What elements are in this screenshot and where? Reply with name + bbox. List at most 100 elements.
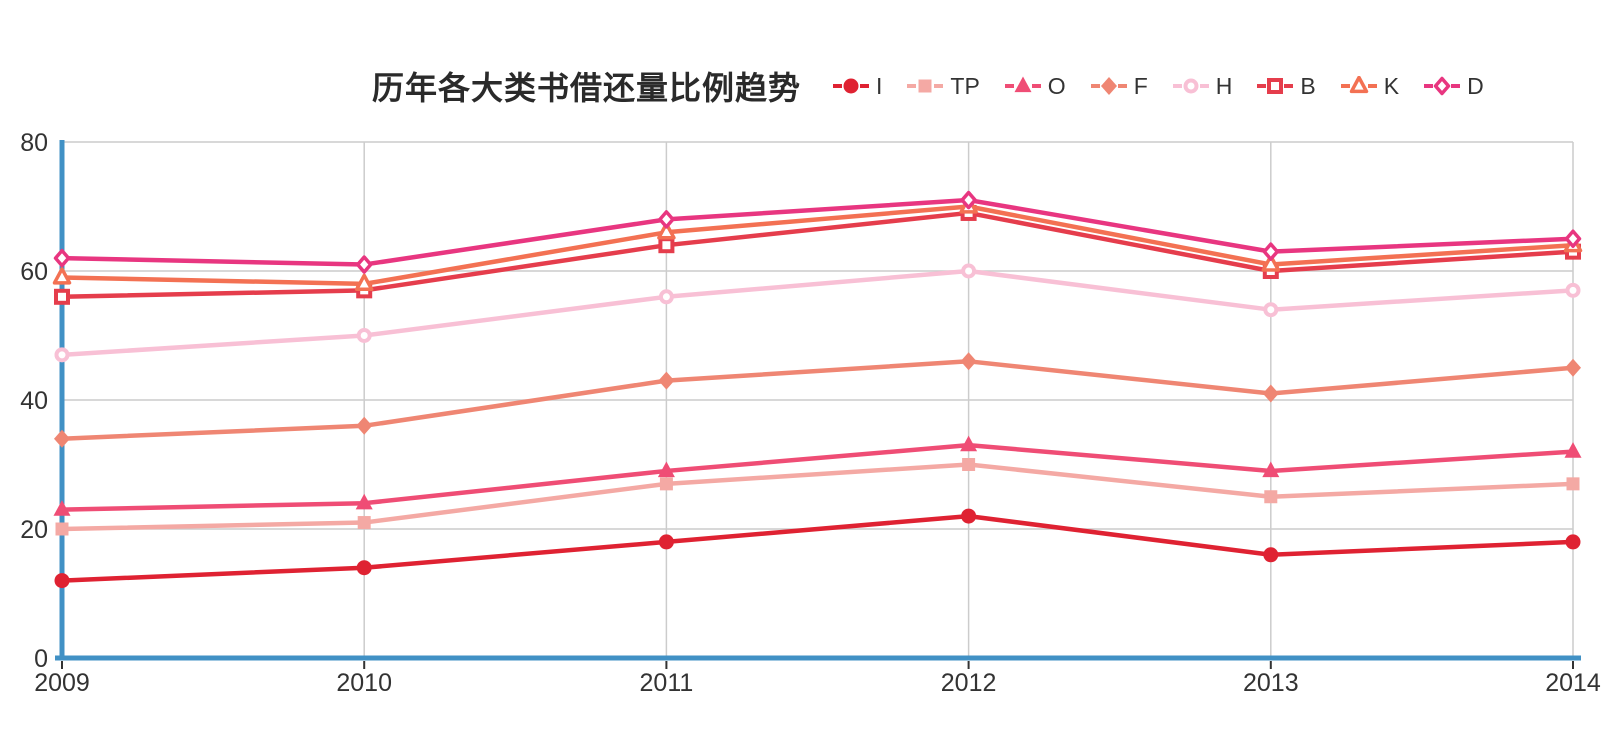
data-point-marker: [1349, 76, 1368, 94]
legend-label: TP: [950, 72, 980, 99]
data-point-marker: [55, 522, 69, 536]
data-point-marker: [658, 534, 674, 550]
data-point-marker: [1263, 547, 1279, 563]
data-point-marker: [354, 273, 374, 292]
data-point-marker: [1564, 229, 1582, 248]
data-point-marker: [657, 461, 675, 478]
data-point-marker: [960, 190, 977, 210]
x-axis-tick-label: 2012: [941, 669, 997, 697]
data-point-marker: [356, 560, 372, 576]
legend: I TP O F H B K D: [833, 73, 1484, 100]
series-line-H: [59, 268, 1576, 358]
y-axis-tick-label: 60: [20, 258, 48, 286]
data-point-marker: [961, 508, 977, 524]
legend-item-K[interactable]: K: [1340, 72, 1400, 100]
legend-circle-icon: [1172, 78, 1209, 94]
data-point-marker: [54, 347, 70, 363]
data-point-marker: [918, 79, 932, 93]
x-axis-tick-label: 2014: [1545, 669, 1601, 697]
series-D: [53, 190, 1582, 274]
series-TP: [55, 458, 1580, 536]
data-point-marker: [52, 267, 72, 285]
data-point-marker: [355, 493, 373, 510]
data-point-marker: [54, 288, 70, 305]
data-point-marker: [658, 289, 674, 305]
legend-label: K: [1383, 72, 1400, 99]
series-F: [54, 352, 1581, 448]
series-I: [54, 508, 1581, 589]
data-point-marker: [659, 477, 673, 491]
data-point-marker: [1264, 490, 1278, 504]
data-point-marker: [54, 573, 70, 589]
legend-label: F: [1133, 72, 1148, 99]
data-point-marker: [357, 516, 371, 530]
x-axis-tick-label: 2009: [34, 669, 90, 697]
series-line-TP: [59, 462, 1576, 532]
legend-diamond-icon: [1090, 77, 1127, 95]
x-axis-tick-label: 2011: [640, 669, 694, 697]
legend-label: I: [876, 72, 883, 99]
legend-item-F[interactable]: F: [1090, 72, 1148, 100]
legend-square-icon: [1257, 78, 1294, 94]
axis-labels: 0 20 40 60 80 2009 2010 2011 2012 2013 2014: [20, 129, 1601, 697]
series-line-I: [59, 513, 1576, 583]
data-point-marker: [1433, 76, 1451, 96]
data-point-marker: [1263, 302, 1279, 318]
data-point-marker: [960, 435, 978, 452]
legend-item-D[interactable]: D: [1424, 73, 1484, 100]
chart-header: 历年各大类书借还量比例趋势 I TP O F H B K D: [372, 64, 1598, 108]
data-point-marker: [1267, 78, 1284, 94]
data-point-marker: [53, 248, 71, 268]
legend-item-I[interactable]: I: [833, 73, 882, 100]
data-point-marker: [658, 371, 675, 390]
data-point-marker: [1183, 78, 1199, 94]
series-line-B: [59, 210, 1576, 300]
legend-diamond-icon: [1424, 76, 1461, 96]
legend-item-O[interactable]: O: [1004, 72, 1066, 100]
data-point-marker: [1565, 534, 1581, 550]
y-axis-tick-label: 80: [20, 129, 48, 157]
data-point-marker: [1100, 77, 1117, 95]
data-point-marker: [1261, 254, 1281, 272]
legend-triangle-icon: [1004, 76, 1041, 93]
data-point-marker: [1262, 461, 1280, 478]
series-O: [53, 435, 1582, 516]
y-axis-tick-label: 20: [20, 516, 48, 544]
data-point-marker: [1014, 76, 1032, 93]
legend-item-B[interactable]: B: [1257, 73, 1316, 100]
series-line-O: [59, 442, 1576, 512]
legend-label: O: [1047, 72, 1066, 99]
data-point-marker: [960, 352, 977, 371]
data-point-marker: [1262, 242, 1280, 261]
legend-item-TP[interactable]: TP: [907, 72, 980, 100]
data-point-marker: [657, 222, 676, 240]
data-point-marker: [1565, 282, 1581, 298]
legend-item-H[interactable]: H: [1172, 72, 1233, 100]
series-H: [54, 263, 1581, 363]
legend-label: H: [1215, 72, 1233, 99]
data-point-marker: [658, 210, 675, 229]
data-point-marker: [355, 255, 373, 274]
series-line-D: [59, 197, 1576, 267]
y-axis-tick-label: 0: [34, 645, 48, 673]
data-point-marker: [962, 458, 976, 471]
legend-triangle-icon: [1340, 76, 1377, 94]
data-point-marker: [356, 416, 373, 435]
data-point-marker: [356, 328, 372, 343]
data-point-marker: [961, 263, 977, 279]
chart-title: 历年各大类书借还量比例趋势: [372, 70, 802, 106]
legend-label: D: [1467, 72, 1484, 99]
data-point-marker: [1565, 358, 1581, 377]
data-point-marker: [54, 429, 70, 448]
series-line-K: [59, 204, 1576, 287]
legend-square-icon: [907, 79, 944, 93]
y-axis-tick-label: 40: [20, 387, 48, 415]
data-point-marker: [658, 237, 675, 254]
data-point-marker: [843, 78, 859, 94]
data-point-marker: [1566, 477, 1580, 491]
data-point-marker: [1564, 442, 1582, 458]
x-axis-tick-label: 2010: [336, 669, 392, 697]
series-line-F: [59, 359, 1576, 441]
legend-circle-icon: [833, 78, 870, 94]
